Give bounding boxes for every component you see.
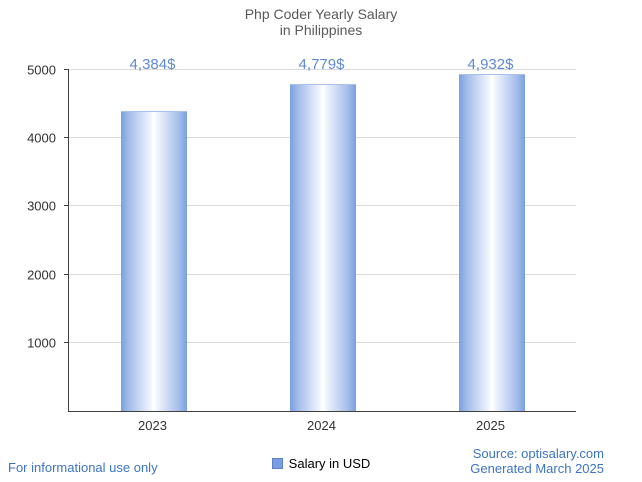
y-axis-tickmark <box>64 205 69 207</box>
value-label-2025: 4,932$ <box>467 56 514 73</box>
x-axis-tick-label: 2023 <box>138 418 167 433</box>
bar-2025 <box>458 73 525 411</box>
source-info: Source: optisalary.com Generated March 2… <box>470 446 604 476</box>
y-axis-tickmark <box>64 341 69 343</box>
y-axis-tick-label: 4000 <box>27 130 56 146</box>
y-axis-tickmark <box>64 273 69 275</box>
value-label-2023: 4,384$ <box>129 56 176 73</box>
chart-title: Php Coder Yearly Salary <box>244 6 398 22</box>
x-axis-labels: 2023 2024 2025 <box>68 418 575 436</box>
y-axis-tick-label: 2000 <box>27 267 56 283</box>
disclaimer-text: For informational use only <box>8 460 158 475</box>
y-axis-tickmark <box>64 137 69 139</box>
legend-label: Salary in USD <box>288 455 371 471</box>
y-axis-tick-label: 5000 <box>27 62 56 78</box>
y-axis-tick-label: 3000 <box>27 198 56 214</box>
bar-2024 <box>289 84 356 411</box>
chart-subtitle: in Philippines <box>279 22 363 38</box>
legend: Salary in USD <box>0 454 642 472</box>
value-label-2024: 4,779$ <box>298 56 345 73</box>
y-axis-tick-label: 1000 <box>27 335 56 351</box>
bar-2023 <box>120 111 187 411</box>
y-axis-labels: 1000 2000 3000 4000 5000 <box>0 63 62 411</box>
plot-area <box>64 69 576 412</box>
x-axis-tick-label: 2025 <box>476 418 505 433</box>
gridline <box>69 69 576 70</box>
generated-line: Generated March 2025 <box>470 461 604 476</box>
y-axis-tickmark <box>64 69 69 70</box>
source-line: Source: optisalary.com <box>472 446 604 461</box>
x-axis-tick-label: 2024 <box>307 418 336 433</box>
legend-swatch-icon <box>271 457 283 469</box>
value-labels-layer: 4,384$ 4,779$ 4,932$ <box>68 56 575 76</box>
